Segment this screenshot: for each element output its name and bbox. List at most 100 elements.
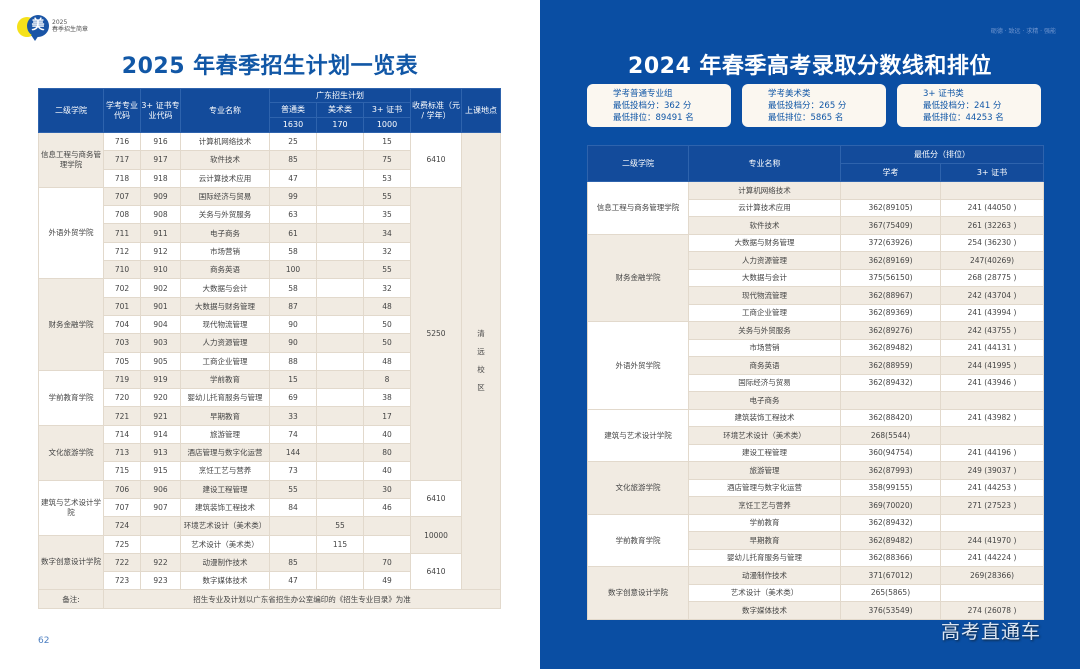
xk-score: 369(70020) — [840, 496, 941, 515]
cert-plan: 48 — [362, 296, 412, 316]
fee-cell: 10000 — [410, 516, 463, 554]
cert-score: 271 (27523 ) — [940, 496, 1044, 515]
general-plan: 47 — [269, 168, 317, 188]
cert-score: 241 (43994 ) — [940, 303, 1044, 322]
general-plan: 73 — [269, 461, 317, 481]
cert-plan: 8 — [362, 369, 412, 390]
header-xk: 学考 — [840, 163, 941, 182]
major-name: 大数据与财务管理 — [180, 296, 270, 316]
cert-plan: 55 — [362, 260, 412, 280]
art-plan — [316, 223, 364, 243]
major-name: 计算机网络技术 — [688, 181, 841, 200]
cert-code: 914 — [140, 424, 181, 445]
art-plan — [316, 278, 364, 298]
header-location: 上课地点 — [461, 88, 502, 133]
major-name: 婴幼儿托育服务与管理 — [688, 548, 841, 567]
header-xk-code: 学考专业代码 — [103, 88, 141, 133]
xk-code: 713 — [103, 443, 141, 463]
college-cell: 数字创意设计学院 — [38, 534, 104, 591]
cert-plan: 80 — [362, 443, 412, 463]
xk-code: 719 — [103, 369, 141, 390]
major-name: 建筑装饰工程技术 — [688, 408, 841, 427]
fee-cell: 6410 — [410, 479, 463, 518]
card-min-rank: 最低排位：89491 名 — [613, 113, 694, 123]
xk-code: 721 — [103, 406, 141, 426]
art-plan — [316, 296, 364, 316]
fee-cell: 6410 — [410, 132, 463, 188]
art-plan: 55 — [316, 516, 364, 536]
xk-code: 712 — [103, 241, 141, 262]
general-plan: 58 — [269, 278, 317, 298]
xk-code: 715 — [103, 461, 141, 481]
major-name: 大数据与财务管理 — [688, 233, 841, 252]
cert-code: 919 — [140, 369, 181, 390]
xk-score: 362(89482) — [840, 338, 941, 357]
cert-code: 908 — [140, 205, 181, 225]
cert-plan: 55 — [362, 186, 412, 207]
general-plan: 74 — [269, 424, 317, 445]
general-plan: 55 — [269, 479, 317, 499]
cert-plan — [362, 534, 412, 554]
major-name: 国际经济与贸易 — [688, 373, 841, 392]
major-name: 建设工程管理 — [688, 443, 841, 462]
header-score-group: 最低分（排位） — [840, 145, 1044, 164]
major-name: 酒店管理与数字化运营 — [688, 478, 841, 497]
major-name: 学前教育 — [180, 369, 270, 390]
major-name: 关务与外贸服务 — [180, 205, 270, 225]
xk-code: 720 — [103, 388, 141, 408]
cert-score: 241 (44131 ) — [940, 338, 1044, 357]
cert-score: 244 (41970 ) — [940, 531, 1044, 550]
brochure-logo: 美 2025 春季招生简章 — [17, 14, 97, 44]
major-name: 商务英语 — [180, 260, 270, 280]
summary-card-cert: 3+ 证书类 最低投档分：241 分 最低排位：44253 名 — [897, 84, 1041, 127]
xk-score — [840, 181, 941, 200]
cert-score — [940, 583, 1044, 602]
logo-subtitle: 春季招生简章 — [52, 26, 89, 33]
cert-plan: 38 — [362, 388, 412, 408]
cert-score: 241 (44224 ) — [940, 548, 1044, 567]
xk-score: 358(99155) — [840, 478, 941, 497]
general-plan: 87 — [269, 296, 317, 316]
cert-code — [140, 534, 181, 554]
major-name: 早期教育 — [180, 406, 270, 426]
art-plan — [316, 406, 364, 426]
art-plan — [316, 186, 364, 207]
art-plan — [316, 461, 364, 481]
xk-score: 362(89432) — [840, 373, 941, 392]
xk-code: 722 — [103, 552, 141, 573]
general-plan: 33 — [269, 406, 317, 426]
cert-score: 241 (44196 ) — [940, 443, 1044, 462]
major-name: 计算机网络技术 — [180, 131, 270, 152]
cert-score — [940, 513, 1044, 532]
general-plan: 84 — [269, 497, 317, 518]
note-label: 备注: — [38, 589, 104, 609]
enrollment-plan-table: 二级学院 学考专业代码 3+ 证书专业代码 专业名称 广东招生计划 收费标准（元… — [38, 88, 502, 609]
xk-score: 362(89482) — [840, 531, 941, 550]
logo-year: 2025 — [52, 19, 68, 26]
major-name: 艺术设计（美术类） — [180, 534, 270, 554]
cert-plan: 50 — [362, 333, 412, 353]
xk-code: 704 — [103, 314, 141, 335]
cert-plan: 32 — [362, 241, 412, 262]
general-plan: 63 — [269, 205, 317, 225]
header-cert-total: 1000 — [362, 117, 412, 133]
cert-score: 254 (36230 ) — [940, 233, 1044, 252]
major-name: 现代物流管理 — [180, 314, 270, 335]
major-name: 云计算技术应用 — [688, 198, 841, 217]
major-name: 国际经济与贸易 — [180, 186, 270, 207]
cert-code: 915 — [140, 461, 181, 481]
xk-score: 362(88967) — [840, 286, 941, 305]
fee-cell: 6410 — [410, 552, 463, 591]
art-plan — [316, 571, 364, 591]
major-name: 市场营销 — [180, 241, 270, 262]
cert-score: 261 (32263 ) — [940, 216, 1044, 235]
art-plan — [316, 241, 364, 262]
xk-score: 362(89169) — [840, 251, 941, 270]
cert-code: 902 — [140, 278, 181, 298]
major-name: 学前教育 — [688, 513, 841, 532]
cert-code: 917 — [140, 150, 181, 170]
xk-code: 702 — [103, 278, 141, 298]
general-plan: 58 — [269, 241, 317, 262]
xk-score: 362(88420) — [840, 408, 941, 427]
major-name: 人力资源管理 — [688, 251, 841, 270]
